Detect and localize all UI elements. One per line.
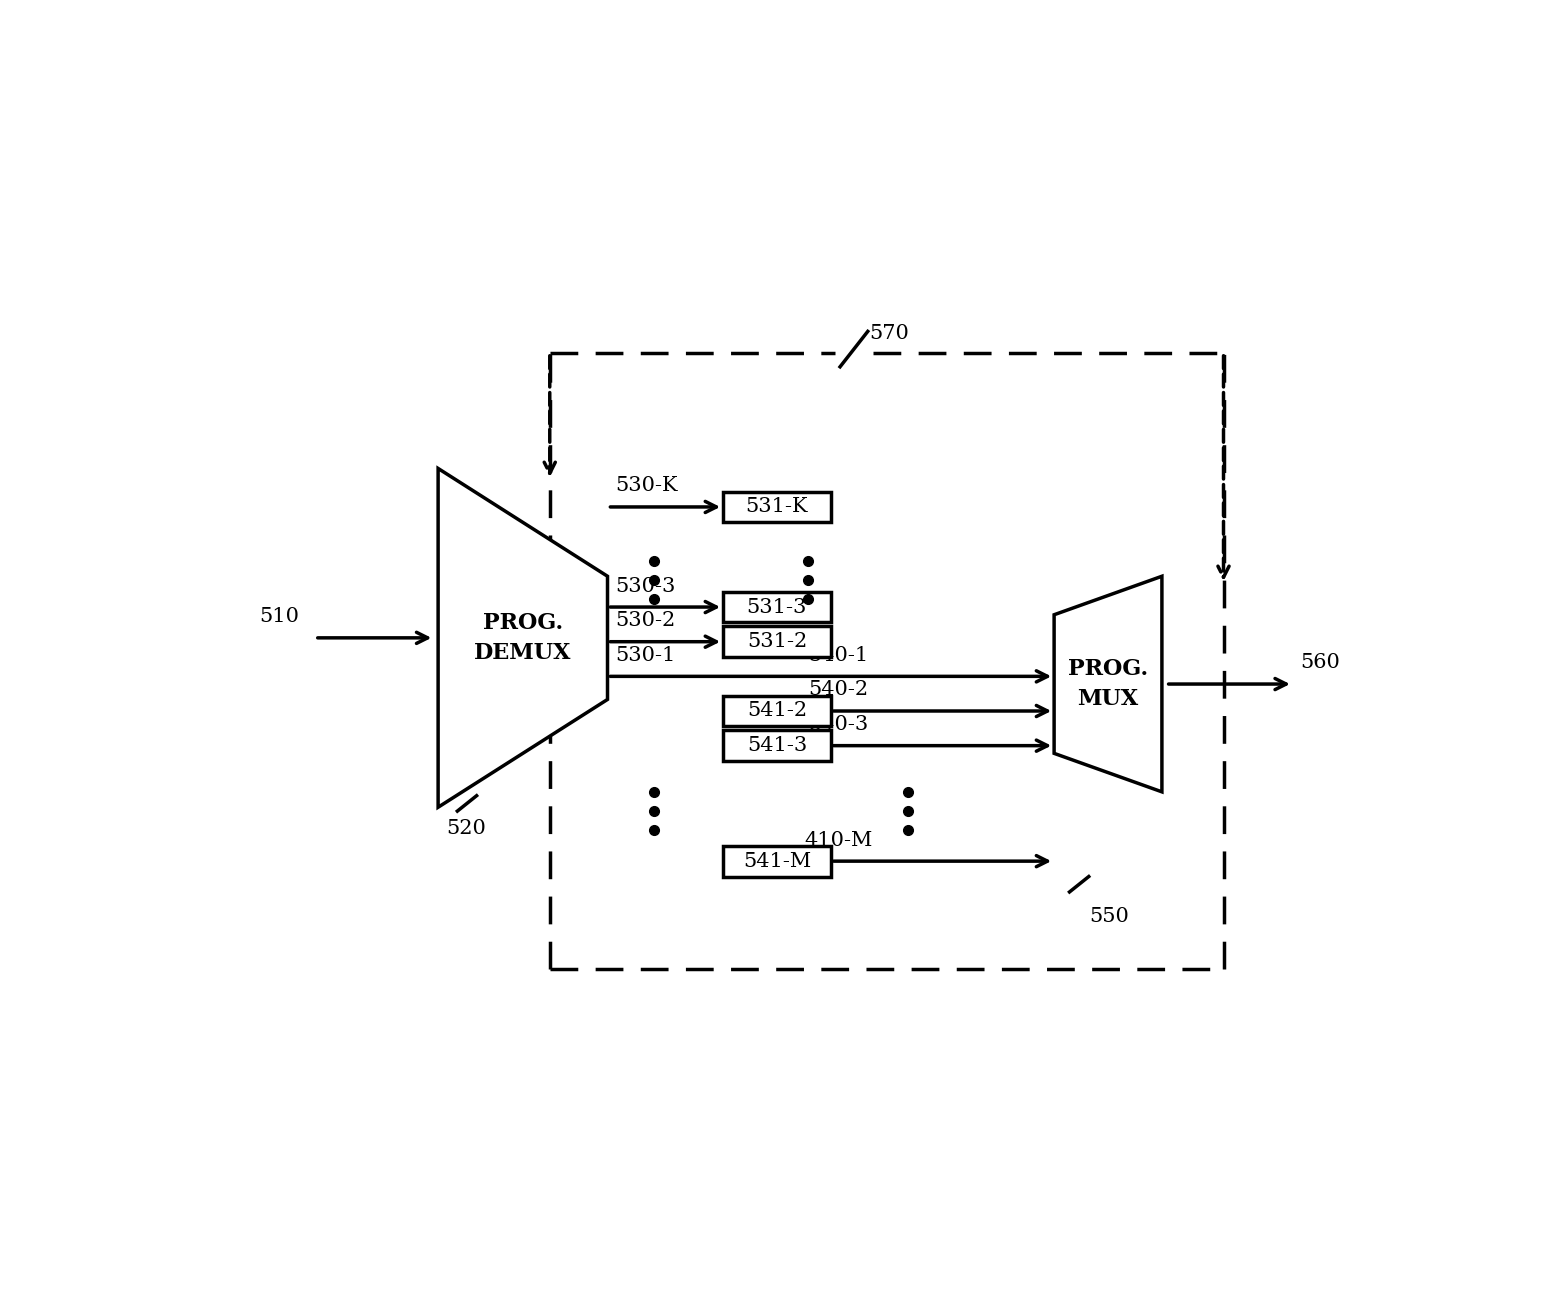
Text: 530-K: 530-K — [615, 476, 677, 496]
Text: 510: 510 — [260, 607, 300, 626]
FancyBboxPatch shape — [723, 591, 830, 622]
Text: 541-M: 541-M — [743, 852, 812, 870]
Text: 560: 560 — [1301, 654, 1340, 672]
Text: 541-3: 541-3 — [746, 736, 807, 756]
Text: PROG.
DEMUX: PROG. DEMUX — [474, 612, 571, 664]
Text: PROG.
MUX: PROG. MUX — [1068, 658, 1148, 710]
Text: 570: 570 — [870, 324, 909, 343]
Text: 531-K: 531-K — [746, 497, 809, 517]
FancyBboxPatch shape — [723, 731, 830, 761]
Text: 531-3: 531-3 — [746, 598, 807, 616]
Text: 530-3: 530-3 — [615, 577, 676, 595]
Text: 540-1: 540-1 — [809, 646, 868, 664]
Text: 540-2: 540-2 — [809, 680, 868, 699]
Text: 550: 550 — [1089, 907, 1129, 927]
Text: 530-1: 530-1 — [615, 646, 676, 664]
Text: 540-3: 540-3 — [809, 715, 868, 735]
Text: 530-2: 530-2 — [615, 611, 676, 630]
FancyBboxPatch shape — [723, 696, 830, 727]
Text: 520: 520 — [446, 818, 486, 838]
Text: 410-M: 410-M — [804, 830, 873, 850]
Text: 541-2: 541-2 — [748, 702, 807, 720]
Polygon shape — [1054, 577, 1162, 792]
FancyBboxPatch shape — [723, 846, 830, 877]
FancyBboxPatch shape — [723, 492, 830, 522]
FancyBboxPatch shape — [723, 626, 830, 658]
Text: 531-2: 531-2 — [746, 632, 807, 651]
Polygon shape — [438, 468, 607, 808]
